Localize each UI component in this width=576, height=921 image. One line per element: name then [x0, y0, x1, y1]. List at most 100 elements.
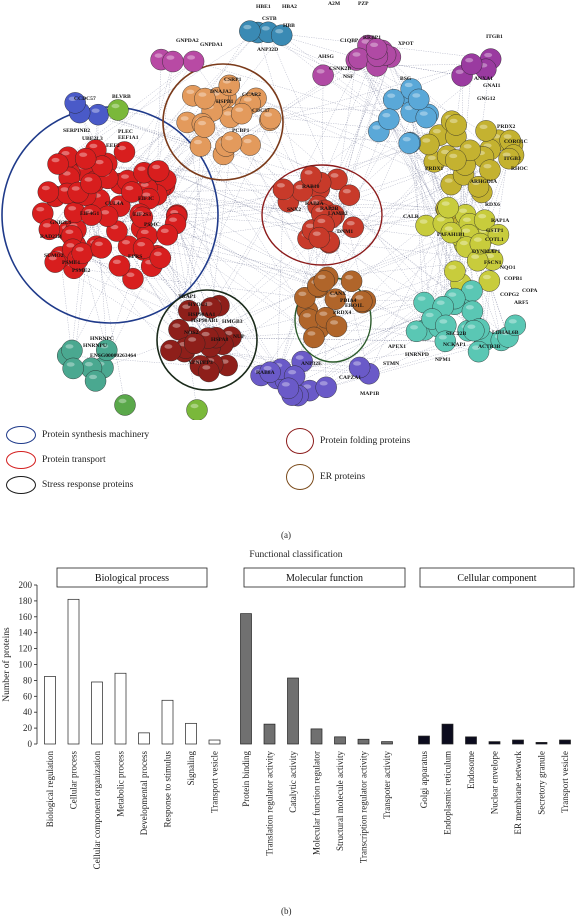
node-label: HMGB3 — [222, 319, 243, 325]
network-edge — [368, 341, 446, 374]
node-label: PCBP1 — [232, 128, 250, 134]
protein-node — [107, 99, 129, 121]
node-label: ANP32E — [301, 361, 322, 367]
node-highlight — [438, 335, 447, 340]
node-label: HSP90AA1 — [188, 312, 216, 318]
network-edge — [249, 30, 419, 100]
node-label: CALR — [403, 214, 420, 220]
network-edge — [257, 32, 320, 238]
node-label: SEC22B — [446, 331, 466, 337]
protein-node — [348, 356, 371, 379]
node-highlight — [444, 178, 453, 183]
node-highlight — [508, 319, 517, 324]
node-label: BSG — [400, 76, 412, 82]
node-highlight — [60, 187, 69, 192]
node-highlight — [315, 207, 324, 213]
node-highlight — [75, 247, 84, 252]
protein-node — [325, 315, 348, 338]
x-tick-label: Transpoter activity — [382, 751, 392, 819]
node-highlight — [137, 241, 146, 247]
x-tick-label: Golgi apparatus — [419, 751, 429, 809]
node-highlight — [281, 382, 290, 387]
network-edge — [55, 196, 75, 213]
protein-node — [315, 376, 337, 399]
network-edge — [425, 225, 469, 331]
protein-node — [239, 134, 261, 156]
node-label: SERPINB2 — [63, 128, 90, 134]
node-label: RAB10 — [302, 184, 320, 190]
bar — [465, 736, 477, 745]
node-highlight — [137, 166, 146, 171]
protein-node — [324, 288, 347, 310]
network-edge — [116, 230, 223, 345]
x-tick-labels: Biological regulation Cellular process Cel… — [45, 751, 570, 870]
node-highlight — [180, 116, 189, 121]
network-edge — [194, 237, 320, 344]
node-label: GNPDA1 — [200, 42, 223, 48]
node-highlight — [361, 39, 370, 44]
legend-label-protein-transport: Protein transport — [42, 455, 106, 465]
protein-node — [160, 339, 182, 362]
protein-node — [230, 102, 253, 125]
node-highlight — [295, 355, 304, 360]
node-highlight — [94, 241, 103, 247]
bar — [441, 723, 454, 745]
y-axis-label: Number of proteins — [1, 627, 12, 702]
network-edge — [82, 253, 232, 338]
node-highlight — [169, 217, 178, 222]
node-highlight — [172, 323, 181, 328]
network-edge — [184, 189, 284, 352]
network-edge — [204, 126, 429, 145]
node-label: GNB2L1 — [50, 220, 72, 226]
node-label: ACTR3B — [478, 344, 501, 350]
node-highlight — [486, 253, 495, 259]
protein-node — [445, 149, 467, 171]
network-edge — [91, 215, 126, 406]
protein-node — [131, 206, 153, 228]
node-label: GNPDA2 — [176, 38, 199, 44]
node-highlight — [224, 330, 233, 336]
x-tick-label: Endoplasmic reticulum — [443, 751, 453, 835]
bar — [185, 722, 197, 745]
network-edge — [309, 246, 467, 391]
node-label: CAP1 — [486, 249, 500, 255]
protein-node — [90, 237, 113, 259]
node-label: LAMB2 — [328, 211, 348, 217]
node-highlight — [436, 300, 445, 305]
node-highlight — [223, 111, 232, 116]
bar — [208, 739, 221, 745]
node-highlight — [342, 189, 351, 194]
protein-node — [440, 221, 462, 244]
node-highlight — [319, 311, 328, 316]
network-edge — [207, 142, 232, 339]
node-highlight — [243, 97, 252, 102]
node-highlight — [410, 325, 419, 330]
node-label: EIF4G1 — [80, 211, 99, 217]
legend-item-er-proteins: ER proteins — [286, 464, 365, 490]
node-label: CANX — [330, 291, 346, 297]
network-edge — [95, 181, 107, 351]
group-title: Biological process — [95, 573, 169, 584]
protein-node — [80, 204, 103, 226]
node-highlight — [79, 152, 88, 157]
network-edge — [157, 61, 174, 172]
legend-ring-protein-synthesis — [6, 426, 36, 444]
protein-node — [80, 172, 102, 195]
network-edge — [194, 195, 350, 344]
bar — [381, 741, 393, 745]
node-label: EIF2S3 — [133, 212, 151, 218]
node-highlight — [235, 107, 244, 112]
network-edge — [147, 235, 328, 278]
node-highlight — [317, 274, 326, 280]
node-label: A2M — [328, 1, 341, 7]
network-edge — [426, 69, 486, 118]
node-label: ARF5 — [514, 300, 528, 306]
node-label: RAD23B — [40, 234, 62, 240]
node-highlight — [243, 24, 252, 30]
y-tick-label: 140 — [19, 628, 33, 638]
node-highlight — [42, 223, 51, 228]
node-label: ITGB1 — [486, 34, 503, 40]
node-highlight — [345, 275, 354, 280]
y-tick-label: 60 — [23, 691, 33, 701]
